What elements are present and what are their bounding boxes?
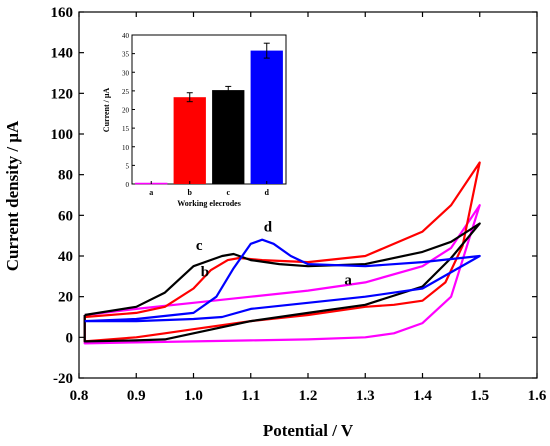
x-tick-label: 1.4: [413, 388, 432, 404]
inset-y-tick-label: 30: [122, 69, 130, 77]
x-tick-label: 1.5: [470, 388, 489, 404]
inset-bars-group: [135, 42, 283, 185]
curve-label-c: c: [196, 238, 203, 254]
inset-y-tick-label: 0: [126, 181, 130, 189]
inset-y-tick-label: 5: [126, 162, 130, 170]
cv-curve-a: [83, 204, 481, 345]
x-tick-label: 1.2: [299, 388, 318, 404]
main-y-axis-title: Current density / μA: [3, 120, 22, 271]
bar-b: [173, 97, 206, 184]
y-tick-label: 0: [66, 330, 74, 346]
inset-y-tick-label: 15: [122, 125, 130, 133]
inset-x-ticks: a b c d: [149, 181, 270, 197]
y-tick-label: 100: [51, 127, 74, 143]
main-series-group: [83, 161, 481, 345]
y-tick-label: 60: [58, 208, 73, 224]
x-tick-label: 1.1: [241, 388, 260, 404]
y-tick-label: 140: [51, 46, 74, 62]
x-tick-label: 0.8: [70, 388, 89, 404]
x-tick-label: 0.9: [127, 388, 146, 404]
cv-curve-c: [83, 222, 481, 343]
x-tick-label: 1.6: [528, 388, 547, 404]
y-tick-label: 120: [51, 86, 74, 102]
inset-y-axis-title: Current / μA: [102, 88, 111, 133]
bar-c: [212, 90, 245, 184]
y-tick-label: 160: [51, 5, 74, 21]
inset-x-tick-label: c: [226, 188, 230, 197]
inset-y-tick-label: 20: [122, 107, 130, 115]
curve-label-d: d: [264, 220, 273, 236]
inset-x-axis-title: Working elecrodes: [177, 199, 241, 208]
main-annotations-group: a bc d: [196, 220, 352, 289]
cv-curve-d: [84, 238, 481, 323]
inset-x-tick-label: b: [188, 188, 193, 197]
inset-y-ticks: 0 5 10 15 20 25 30 35 40: [122, 32, 135, 189]
main-x-ticks: 0.8 0.9 1.0 1.1 1.2 1.3 1.4 1.5 1.6: [70, 12, 547, 404]
curve-label-b: b: [201, 264, 209, 280]
y-tick-label: 40: [58, 249, 73, 265]
inset-x-tick-label: d: [265, 188, 270, 197]
inset-y-tick-label: 40: [122, 32, 130, 40]
inset-y-tick-label: 25: [122, 88, 130, 96]
cv-curve-b: [83, 161, 481, 343]
y-tick-label: 80: [58, 168, 73, 184]
y-tick-label: -20: [53, 371, 73, 387]
curve-label-a: a: [344, 272, 352, 288]
x-tick-label: 1.0: [184, 388, 203, 404]
inset-y-tick-label: 35: [122, 51, 130, 59]
main-x-axis-title: Potential / V: [263, 421, 354, 440]
inset-y-tick-label: 10: [122, 144, 130, 152]
inset-x-tick-label: a: [149, 188, 153, 197]
x-tick-label: 1.3: [356, 388, 375, 404]
bar-d: [250, 50, 283, 184]
y-tick-label: 20: [58, 290, 73, 306]
